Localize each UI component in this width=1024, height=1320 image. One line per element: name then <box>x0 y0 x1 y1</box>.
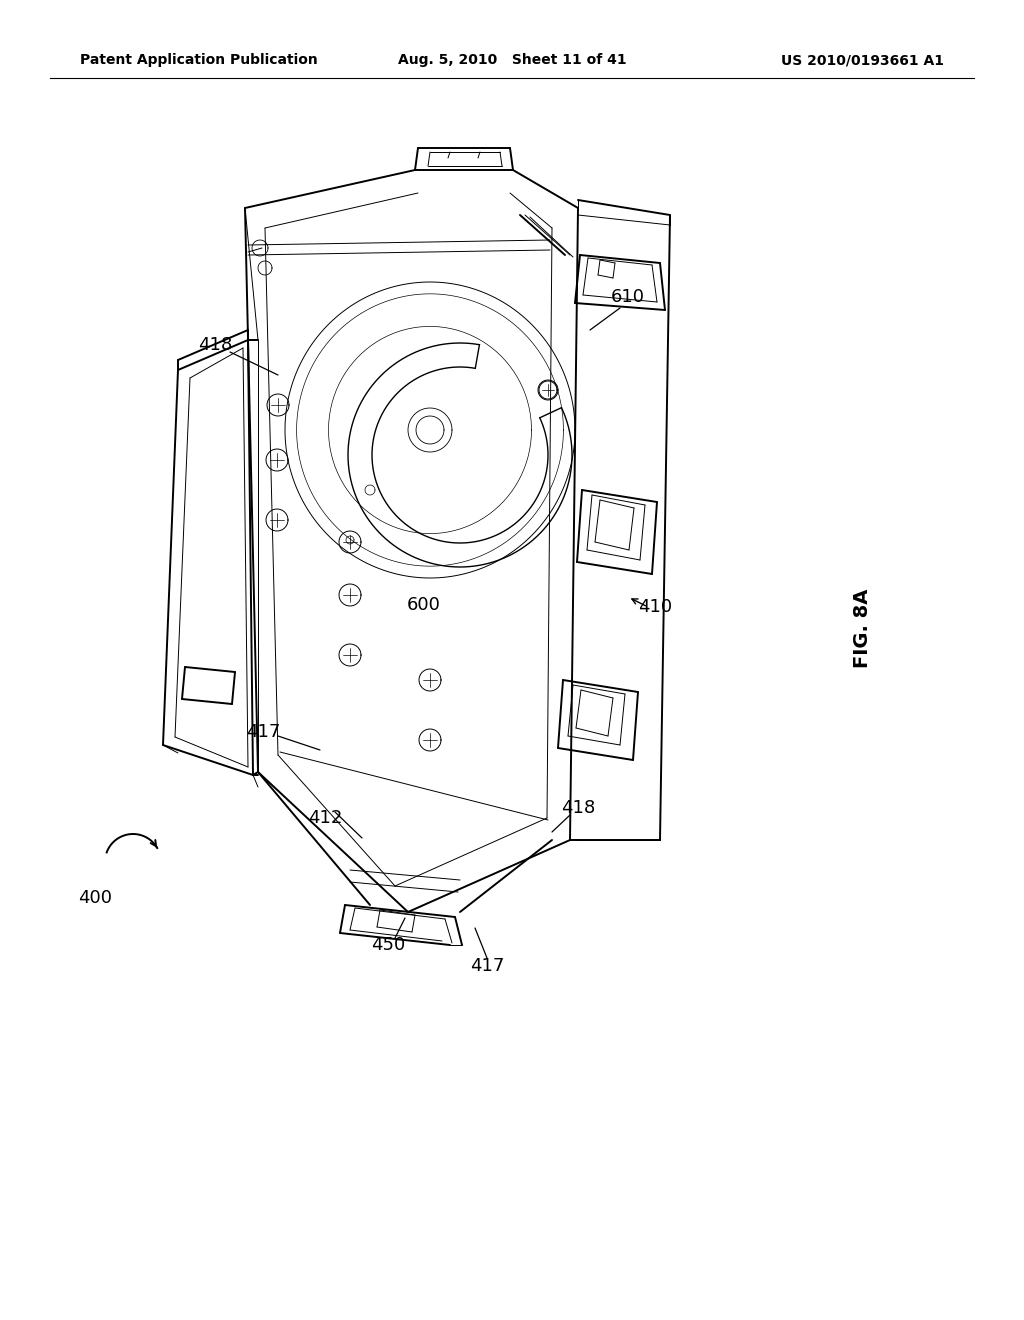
Text: 418: 418 <box>561 799 595 817</box>
Text: Aug. 5, 2010   Sheet 11 of 41: Aug. 5, 2010 Sheet 11 of 41 <box>397 53 627 67</box>
Text: 450: 450 <box>371 936 406 954</box>
Text: 610: 610 <box>611 288 645 306</box>
Text: US 2010/0193661 A1: US 2010/0193661 A1 <box>781 53 944 67</box>
Text: 412: 412 <box>308 809 342 828</box>
Text: Patent Application Publication: Patent Application Publication <box>80 53 317 67</box>
Text: 410: 410 <box>638 598 672 616</box>
Text: 600: 600 <box>408 597 441 614</box>
Text: 418: 418 <box>198 337 232 354</box>
Text: 400: 400 <box>78 888 112 907</box>
Text: FIG. 8A: FIG. 8A <box>853 589 871 668</box>
Text: 417: 417 <box>470 957 504 975</box>
Text: 417: 417 <box>246 723 281 741</box>
